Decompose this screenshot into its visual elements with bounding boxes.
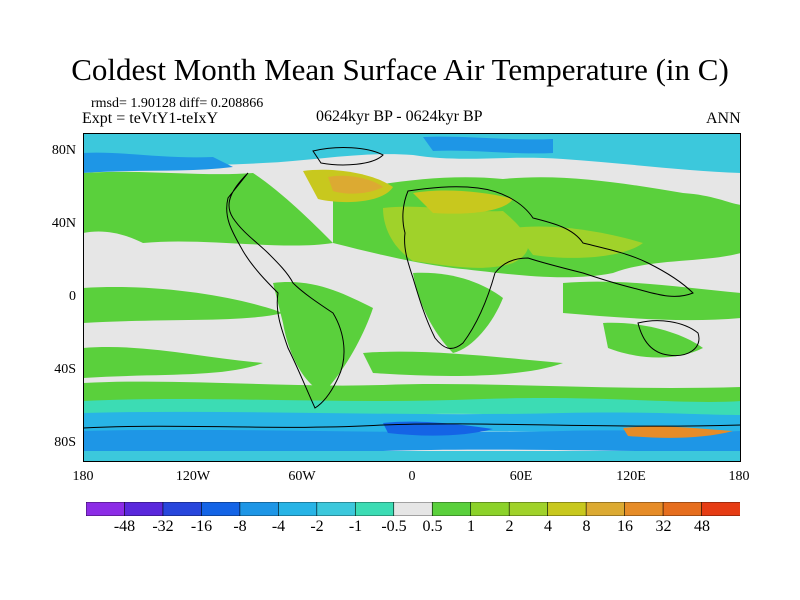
colorbar-label: 16 <box>617 518 633 535</box>
antarctic-warm-patch <box>623 426 733 438</box>
colorbar-label: 4 <box>544 518 552 535</box>
stats-label: rmsd= 1.90128 diff= 0.208866 <box>91 96 264 111</box>
indo-pacific-green <box>563 281 741 321</box>
lon-label-60e: 60E <box>509 469 533 484</box>
colorbar-swatch <box>278 502 318 516</box>
coastlines <box>83 147 741 429</box>
colorbar-label: 48 <box>694 518 710 535</box>
lon-label-120w: 120W <box>175 469 211 484</box>
lat-label-40n: 40N <box>51 216 76 231</box>
colorbar-swatch <box>585 502 626 516</box>
colorbar-swatch <box>624 502 664 516</box>
colorbar-label: -0.5 <box>381 518 407 535</box>
experiment-label: Expt = teVtY1-teIxY <box>82 110 219 127</box>
colorbar-swatch <box>701 502 740 516</box>
south-pacific-green <box>83 346 263 378</box>
colorbar-swatch <box>316 502 357 516</box>
arctic-cold-region <box>83 133 741 173</box>
lat-label-80s: 80S <box>54 435 76 450</box>
antarctica-coast <box>83 423 741 429</box>
tropical-pacific-green <box>83 287 283 323</box>
colorbar-swatch <box>162 502 203 516</box>
americas-coast <box>226 172 345 409</box>
colorbar-label: 32 <box>655 518 672 535</box>
colorbar <box>86 502 740 516</box>
lon-label-120e: 120E <box>616 469 646 484</box>
colorbar-label: 0.5 <box>422 518 443 535</box>
colorbar-swatch <box>431 502 472 516</box>
lat-label-80n: 80N <box>51 143 76 158</box>
south-atlantic-green <box>363 351 563 376</box>
lon-label-180e: 180 <box>728 469 750 484</box>
colorbar-label: 2 <box>505 518 514 535</box>
lon-label-180w: 180 <box>72 469 94 484</box>
colorbar-swatch <box>393 502 434 516</box>
antarctic-edge <box>83 451 741 462</box>
map-frame <box>83 133 741 462</box>
period-label: 0624kyr BP - 0624kyr BP <box>316 108 483 125</box>
plot-title: Coldest Month Mean Surface Air Temperatu… <box>71 52 729 87</box>
antarctic-strong-cold <box>383 421 493 436</box>
colorbar-swatch <box>239 502 280 516</box>
colorbar-swatch <box>354 502 395 516</box>
colorbar-swatch <box>124 502 164 516</box>
south-america-green <box>273 282 373 393</box>
north-atlantic-orange <box>328 175 383 194</box>
season-label: ANN <box>706 110 741 127</box>
lon-label-0: 0 <box>408 469 416 484</box>
lon-label-60w: 60W <box>288 469 316 484</box>
colorbar-label: -8 <box>233 518 247 535</box>
colorbar-label: -16 <box>190 518 213 535</box>
colorbar-swatch <box>86 502 126 516</box>
colorbar-swatch <box>662 502 703 516</box>
antarctic-blue <box>83 429 741 453</box>
colorbar-swatch <box>470 502 510 516</box>
colorbar-swatch <box>201 502 241 516</box>
colorbar-label: -2 <box>310 518 324 535</box>
colorbar-swatch <box>508 502 549 516</box>
arctic-deep-cold <box>423 136 553 154</box>
colorbar-label: -48 <box>113 518 136 535</box>
australia-coast <box>637 320 700 357</box>
lat-label-40s: 40S <box>54 362 76 377</box>
arctic-deep-cold-west <box>83 152 233 173</box>
eurasia-warm <box>413 190 513 214</box>
australia-green <box>603 322 703 358</box>
colorbar-label: -32 <box>152 518 174 535</box>
colorbar-label: -1 <box>348 518 363 535</box>
colorbar-label: -4 <box>271 518 286 535</box>
colorbar-swatch <box>547 502 587 516</box>
greenland-coast <box>312 147 384 166</box>
colorbar-label: 8 <box>582 518 591 535</box>
north-africa-yellowgreen <box>383 206 529 268</box>
afro-eurasia-coast <box>402 186 694 349</box>
africa-green <box>413 272 503 353</box>
temperature-map <box>83 133 741 462</box>
north-pacific-green <box>83 171 333 246</box>
lat-label-0: 0 <box>69 289 76 304</box>
colorbar-label: 1 <box>467 518 475 535</box>
